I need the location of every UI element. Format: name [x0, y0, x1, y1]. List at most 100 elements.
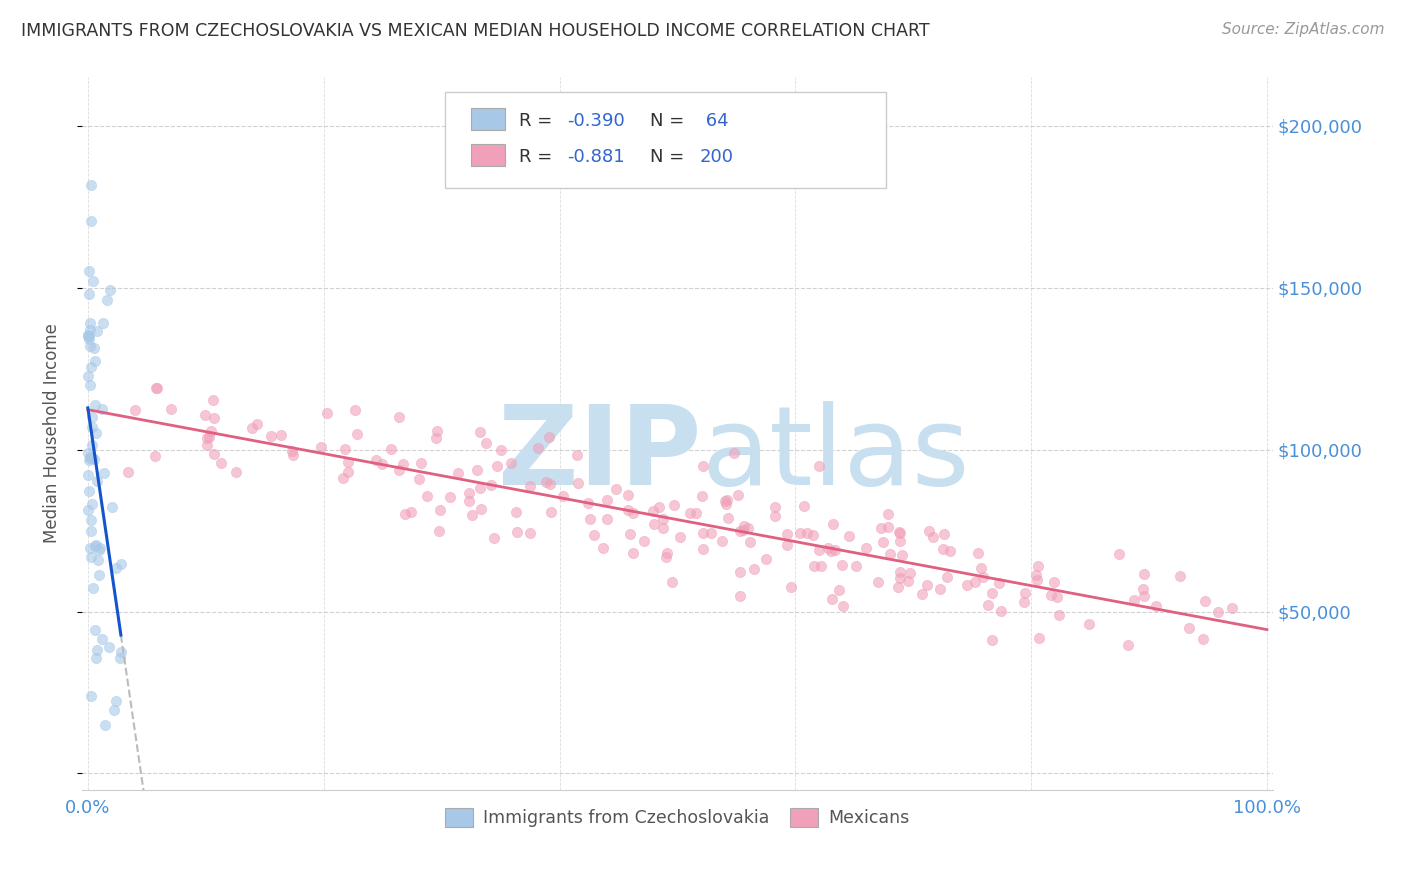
Point — [242, 421, 264, 435]
Point — [86, 651, 108, 665]
Point — [1222, 601, 1244, 615]
Point — [82, 420, 104, 434]
Point — [727, 488, 749, 502]
Point — [79, 377, 101, 392]
Point — [79, 332, 101, 346]
Point — [889, 571, 911, 585]
Point — [643, 504, 665, 518]
Point — [817, 541, 839, 555]
Point — [388, 410, 411, 425]
Point — [77, 264, 100, 278]
Point — [932, 541, 955, 556]
Point — [654, 549, 676, 564]
Point — [977, 598, 1000, 612]
Text: N =: N = — [650, 148, 690, 166]
Point — [79, 512, 101, 526]
Point — [346, 427, 368, 442]
Point — [195, 431, 218, 445]
Point — [270, 428, 292, 442]
Point — [470, 501, 492, 516]
Point — [911, 587, 934, 601]
Point — [621, 546, 644, 560]
Point — [837, 529, 859, 543]
Point — [82, 581, 104, 595]
Point — [820, 544, 842, 558]
Point — [93, 467, 115, 481]
Point — [460, 508, 482, 522]
Point — [1122, 593, 1144, 607]
Point — [1039, 588, 1062, 602]
Point — [83, 451, 105, 466]
Point — [1026, 558, 1049, 573]
Point — [821, 591, 844, 606]
Text: IMMIGRANTS FROM CZECHOSLOVAKIA VS MEXICAN MEDIAN HOUSEHOLD INCOME CORRELATION CH: IMMIGRANTS FROM CZECHOSLOVAKIA VS MEXICA… — [21, 22, 929, 40]
Point — [79, 339, 101, 353]
Point — [738, 534, 761, 549]
Point — [77, 453, 100, 467]
Point — [316, 406, 339, 420]
Point — [690, 489, 713, 503]
Point — [83, 354, 105, 368]
Point — [86, 538, 108, 552]
Point — [499, 456, 522, 470]
Point — [1132, 582, 1154, 596]
Point — [965, 574, 987, 589]
Text: Source: ZipAtlas.com: Source: ZipAtlas.com — [1222, 22, 1385, 37]
Point — [79, 451, 101, 466]
Point — [457, 493, 479, 508]
Point — [596, 493, 619, 508]
Point — [202, 411, 225, 425]
Point — [387, 463, 409, 477]
Point — [887, 581, 910, 595]
Point — [439, 490, 461, 504]
Point — [100, 283, 122, 297]
Point — [890, 548, 912, 562]
Point — [657, 546, 679, 560]
Point — [592, 541, 614, 555]
Point — [110, 645, 132, 659]
Point — [776, 527, 799, 541]
Point — [489, 442, 512, 457]
Point — [763, 509, 786, 524]
Point — [89, 541, 111, 555]
Point — [80, 524, 103, 538]
Point — [970, 561, 993, 575]
Point — [1012, 595, 1035, 609]
Point — [143, 449, 166, 463]
Point — [506, 525, 529, 540]
Point — [1028, 631, 1050, 645]
Point — [429, 503, 451, 517]
Point — [194, 408, 217, 422]
Point — [79, 483, 101, 498]
Point — [336, 465, 359, 479]
Text: ZIP: ZIP — [498, 401, 702, 508]
Point — [426, 425, 449, 439]
Point — [260, 428, 283, 442]
Point — [990, 604, 1012, 618]
Text: N =: N = — [650, 112, 690, 130]
Point — [80, 438, 103, 452]
Point — [465, 463, 488, 477]
Point — [519, 526, 541, 541]
Point — [540, 505, 562, 519]
Point — [86, 474, 108, 488]
Point — [1206, 605, 1229, 619]
Point — [80, 178, 103, 193]
Point — [200, 424, 222, 438]
Point — [427, 524, 450, 539]
Point — [664, 498, 686, 512]
Point — [416, 490, 439, 504]
Point — [77, 369, 100, 384]
Point — [652, 521, 675, 535]
Point — [605, 482, 627, 496]
Point — [796, 525, 818, 540]
Point — [1043, 574, 1066, 589]
Point — [1077, 617, 1099, 632]
Point — [889, 525, 911, 540]
Point — [936, 570, 959, 584]
Point — [1168, 568, 1191, 582]
Point — [981, 633, 1004, 648]
FancyBboxPatch shape — [471, 108, 505, 130]
Point — [468, 425, 491, 440]
Point — [582, 528, 605, 542]
